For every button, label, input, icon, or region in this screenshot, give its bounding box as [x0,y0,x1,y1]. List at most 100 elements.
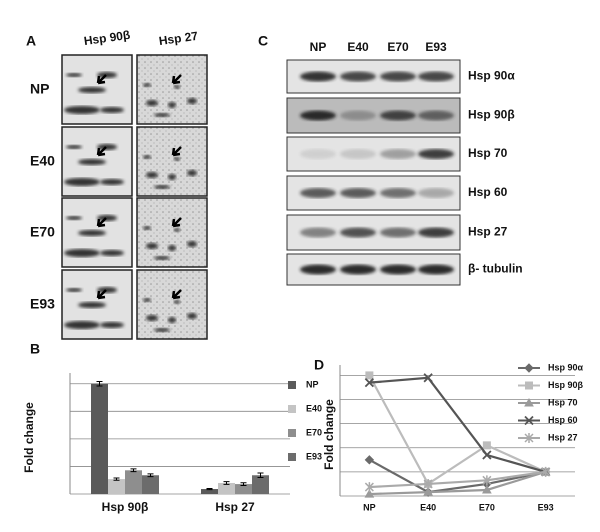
gel-spot [64,249,100,257]
gel-spot [66,216,82,220]
bar [91,383,108,494]
gel-spot [143,226,151,230]
gel-spot [100,107,124,113]
blot-column-label: NP [310,40,327,54]
legend-swatch [288,429,296,437]
legend-label: Hsp 60 [548,415,578,425]
error-bar [257,472,264,478]
legend-label: Hsp 27 [548,432,578,442]
gel-row-label: E93 [30,296,55,312]
gel-spot [168,174,176,180]
gel-spot [143,298,151,302]
gel-panel: Hsp 90β Hsp 27 NP E40 E70 E93 [30,28,208,340]
point [423,487,433,496]
blot-band [340,188,376,198]
blot-column-label: E93 [425,40,447,54]
panel-label: D [314,357,324,373]
gel-spot [100,250,124,256]
gel-spot [146,315,158,321]
point [423,478,433,489]
blot-row-label: Hsp 60 [468,185,508,199]
arrow [96,289,107,300]
gel-spot [154,113,170,117]
point [365,371,374,380]
gel-spot [187,98,197,104]
gel-spot [66,73,82,77]
gel-spot [174,85,180,89]
bar [218,482,235,494]
blot-band [340,110,376,121]
gel-spot [78,87,106,93]
arrow [96,74,107,85]
blot-band [418,149,454,159]
point [482,475,492,486]
error-bar [130,468,137,473]
blot-band [418,71,454,82]
gel-row-label: NP [30,81,49,97]
gel-image [136,54,208,125]
bar [201,489,218,494]
legend-label: Hsp 90β [548,380,584,390]
legend-label: Hsp 70 [548,397,578,407]
gel-spot [174,300,180,304]
gel-spot [64,106,100,114]
point [524,397,534,407]
bar [125,470,142,494]
point [524,433,534,443]
y-axis-label: Fold change [22,402,36,473]
blot-band [340,71,376,82]
blot-band [300,149,336,159]
blot-band [418,188,454,198]
blot-band [300,227,336,238]
arrow [96,217,107,228]
gel-image [136,126,208,197]
line [368,374,547,486]
blot-band [380,264,416,275]
gel-spot [78,302,106,308]
blot-band [418,264,454,275]
blot-band [300,188,336,198]
blot-band [340,227,376,238]
bar [235,484,252,494]
gel-spot [154,256,170,260]
legend-swatch [288,405,296,413]
blot-band [300,264,336,275]
error-bar [96,381,103,387]
error-bar [113,477,120,481]
gel-image [136,197,208,268]
blot-band [340,149,376,159]
blot-band [340,264,376,275]
arrow [171,217,182,228]
bar [142,475,159,494]
blot-panel: NP E40 E70 E93 Hsp 90α Hsp 90β Hsp 70 Hsp 60 Hsp… [286,40,523,286]
blot-band [300,110,336,121]
blot-band [380,149,416,159]
point [482,484,492,494]
point [482,441,491,450]
legend-label: E93 [306,451,322,461]
gel-spot [100,179,124,185]
gel-spot [78,230,106,236]
gel-spot [97,144,117,150]
blot-band [300,71,336,82]
gel-spot [143,83,151,87]
point [524,363,534,373]
gel-row-label: E70 [30,224,55,240]
bar [108,479,125,494]
point [524,415,534,426]
gel-column-label: Hsp 27 [158,29,199,48]
legend-label: E40 [306,403,322,413]
gel-spot [100,322,124,328]
gel-column-label: Hsp 90β [83,28,131,48]
point [525,381,533,390]
panel-label: C [258,33,268,49]
gel-spot [78,159,106,165]
error-bar [240,482,247,486]
blot-band [380,110,416,121]
legend-swatch [288,381,296,389]
line [369,376,546,473]
point [364,489,375,498]
panel-label: B [30,341,40,357]
y-axis-label: Fold change [322,399,336,470]
